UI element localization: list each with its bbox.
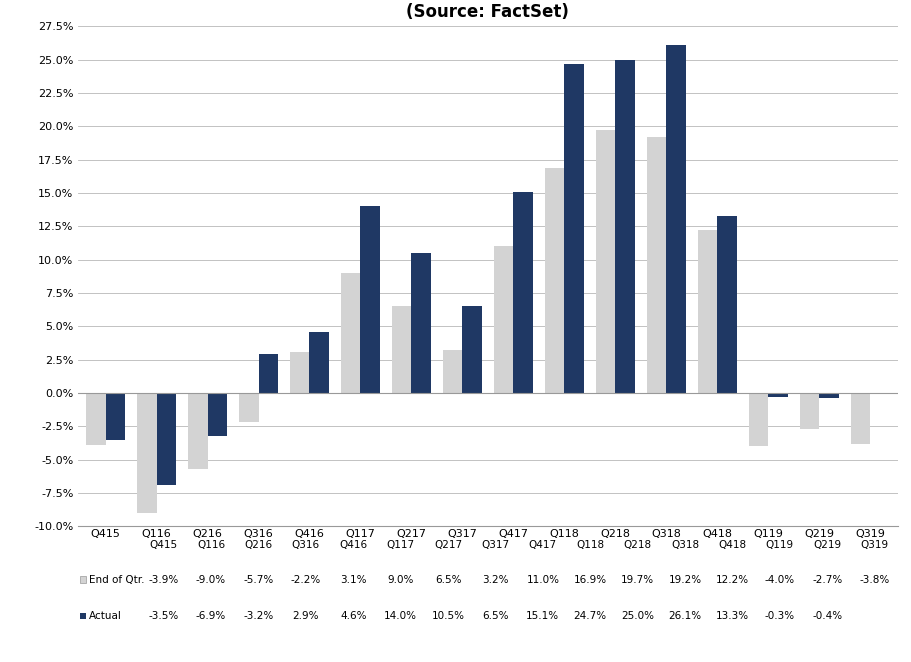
Bar xyxy=(87,393,106,445)
Text: Q416: Q416 xyxy=(339,540,367,551)
Text: (Source: FactSet): (Source: FactSet) xyxy=(406,3,568,21)
Text: 11.0%: 11.0% xyxy=(526,575,558,585)
Text: -5.7%: -5.7% xyxy=(243,575,273,585)
Text: Q217: Q217 xyxy=(434,540,462,551)
Bar xyxy=(188,393,208,469)
Bar xyxy=(137,393,157,513)
Text: -4.0%: -4.0% xyxy=(764,575,794,585)
Text: -0.4%: -0.4% xyxy=(812,611,842,621)
Text: 19.2%: 19.2% xyxy=(668,575,701,585)
Text: 25.0%: 25.0% xyxy=(620,611,653,621)
Text: Q417: Q417 xyxy=(528,540,557,551)
Text: Q415: Q415 xyxy=(149,540,178,551)
Bar xyxy=(258,354,278,393)
Bar xyxy=(615,60,634,393)
Text: 16.9%: 16.9% xyxy=(573,575,606,585)
Bar xyxy=(106,393,125,440)
Bar xyxy=(239,393,258,422)
Text: 2.9%: 2.9% xyxy=(292,611,319,621)
Text: -2.7%: -2.7% xyxy=(811,575,842,585)
Bar xyxy=(545,167,564,393)
Bar xyxy=(309,332,329,393)
Text: -0.3%: -0.3% xyxy=(764,611,794,621)
Text: Q316: Q316 xyxy=(292,540,320,551)
Bar xyxy=(666,45,685,393)
Text: Q319: Q319 xyxy=(860,540,887,551)
Text: Q317: Q317 xyxy=(481,540,509,551)
Bar xyxy=(513,192,532,393)
Bar xyxy=(360,207,379,393)
Text: 6.5%: 6.5% xyxy=(482,611,508,621)
Text: 3.1%: 3.1% xyxy=(340,575,366,585)
Text: 6.5%: 6.5% xyxy=(435,575,461,585)
Text: 19.7%: 19.7% xyxy=(620,575,653,585)
Text: 13.3%: 13.3% xyxy=(715,611,748,621)
Text: -3.9%: -3.9% xyxy=(148,575,179,585)
Bar xyxy=(697,230,717,393)
Text: Q219: Q219 xyxy=(813,540,840,551)
Text: -2.2%: -2.2% xyxy=(291,575,321,585)
Bar xyxy=(494,246,513,393)
Text: 26.1%: 26.1% xyxy=(668,611,701,621)
Text: 4.6%: 4.6% xyxy=(340,611,366,621)
Text: 9.0%: 9.0% xyxy=(387,575,414,585)
Text: 10.5%: 10.5% xyxy=(431,611,464,621)
Bar xyxy=(717,216,736,393)
Text: -6.9%: -6.9% xyxy=(196,611,226,621)
Text: Q118: Q118 xyxy=(576,540,604,551)
Text: -3.8%: -3.8% xyxy=(858,575,889,585)
Bar xyxy=(818,393,838,399)
Bar xyxy=(392,307,411,393)
Text: Q116: Q116 xyxy=(197,540,225,551)
Bar xyxy=(157,393,176,485)
Text: Q318: Q318 xyxy=(670,540,699,551)
Bar xyxy=(850,393,869,444)
Bar xyxy=(411,253,430,393)
Bar xyxy=(646,137,666,393)
Text: Q117: Q117 xyxy=(386,540,415,551)
Text: Q216: Q216 xyxy=(244,540,272,551)
Bar xyxy=(767,393,787,397)
Text: -3.5%: -3.5% xyxy=(148,611,179,621)
Bar xyxy=(799,393,818,429)
Text: 24.7%: 24.7% xyxy=(573,611,606,621)
Text: Q218: Q218 xyxy=(623,540,651,551)
Text: Q119: Q119 xyxy=(765,540,793,551)
Bar xyxy=(80,613,87,619)
Text: 12.2%: 12.2% xyxy=(715,575,748,585)
Text: -9.0%: -9.0% xyxy=(196,575,226,585)
Bar xyxy=(462,307,481,393)
Bar xyxy=(208,393,227,436)
Bar xyxy=(564,64,583,393)
Text: 15.1%: 15.1% xyxy=(526,611,558,621)
Bar xyxy=(748,393,767,446)
Bar xyxy=(443,350,462,393)
Bar xyxy=(341,273,360,393)
Text: Actual: Actual xyxy=(88,611,121,621)
Text: -3.2%: -3.2% xyxy=(243,611,273,621)
Bar xyxy=(290,352,309,393)
Text: Q418: Q418 xyxy=(718,540,746,551)
Text: End of Qtr.: End of Qtr. xyxy=(88,575,144,585)
Bar xyxy=(80,577,87,583)
Bar xyxy=(596,130,615,393)
Text: 14.0%: 14.0% xyxy=(384,611,416,621)
Text: 3.2%: 3.2% xyxy=(482,575,508,585)
